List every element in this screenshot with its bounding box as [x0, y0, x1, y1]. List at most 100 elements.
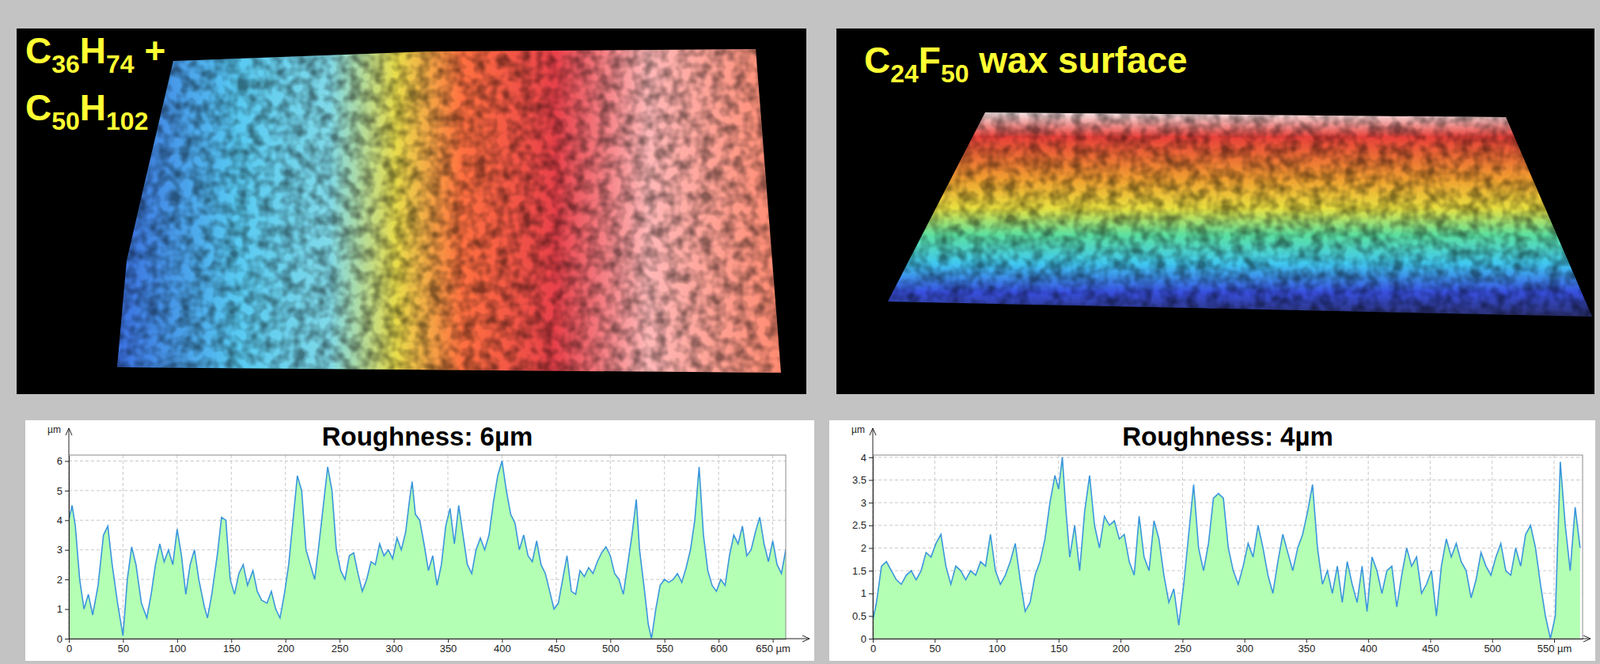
x-tick: 150 — [1050, 638, 1068, 655]
grid-line-y — [872, 502, 1583, 504]
x-tick-label: 650 µm — [755, 642, 791, 655]
x-tick: 200 — [1112, 638, 1130, 655]
y-tick: 0.5 — [852, 610, 873, 622]
subscript: 102 — [106, 106, 148, 136]
x-tick-label: 400 — [493, 642, 512, 655]
background — [0, 0, 1600, 664]
y-tick-mark — [868, 593, 873, 595]
surface-render — [887, 112, 1593, 317]
y-tick-label: 1 — [56, 602, 63, 615]
x-axis: 050100150200250300350400450500550 µm — [870, 638, 1584, 655]
grid-line-y — [872, 524, 1583, 526]
x-tick-label: 300 — [1236, 642, 1254, 655]
x-tick: 400 — [493, 638, 512, 655]
x-tick: 400 — [1360, 638, 1378, 655]
y-axis-line — [68, 455, 70, 640]
x-tick-label: 550 — [655, 642, 674, 655]
x-tick: 200 — [276, 638, 295, 655]
profile-area — [872, 457, 1581, 639]
x-tick: 300 — [385, 638, 403, 655]
grid-line-y — [872, 456, 1583, 458]
x-tick: 50 — [929, 638, 941, 655]
x-tick-label: 200 — [1112, 642, 1130, 655]
subscript: 24 — [890, 59, 919, 88]
text-run: C — [25, 30, 52, 72]
plot-data — [68, 460, 786, 639]
y-tick-label: 4 — [56, 514, 63, 527]
y-tick-mark — [868, 525, 873, 527]
chart-background — [829, 420, 1596, 661]
grid-line-x — [1553, 454, 1555, 639]
x-tick: 250 — [331, 638, 349, 655]
text-run: F — [918, 39, 941, 81]
x-tick: 450 — [1421, 638, 1440, 655]
y-axis: 0 1 2 3 4 5 6 — [56, 454, 70, 645]
y-tick: 5 — [56, 485, 69, 497]
y-axis-label: µm — [851, 424, 865, 436]
plot-data — [872, 457, 1581, 639]
chart-panel: 050100150200250300350400450500550 µm00.5… — [829, 420, 1596, 661]
x-axis-arrowhead — [802, 635, 810, 642]
y-tick-label: 0 — [56, 633, 63, 645]
y-tick-label: 3 — [860, 496, 867, 509]
y-tick: 3 — [56, 543, 69, 556]
grid-line-y — [68, 519, 786, 521]
x-tick: 0 — [870, 638, 876, 655]
grid-line-y — [68, 489, 786, 491]
surface-texture — [887, 112, 1593, 317]
grid — [68, 454, 786, 639]
y-tick-label: 2.5 — [852, 519, 867, 531]
y-axis-arrow — [872, 428, 874, 455]
y-tick-mark — [64, 609, 69, 611]
x-tick-label: 350 — [1298, 642, 1316, 655]
x-tick-label: 150 — [223, 642, 241, 655]
x-axis-line — [69, 638, 787, 640]
y-tick-label: 1.5 — [852, 564, 867, 577]
x-tick-label: 0 — [66, 642, 73, 655]
y-axis-label: µm — [47, 424, 61, 436]
y-tick: 1 — [56, 602, 69, 615]
plot-frame — [872, 454, 1583, 639]
chart-background — [25, 420, 815, 661]
text-run: H — [79, 87, 107, 129]
x-tick: 50 — [117, 638, 129, 655]
chart-panel: 050100150200250300350400450500550600650 … — [25, 420, 815, 661]
y-tick-label: 5 — [56, 485, 63, 497]
surface-panel: C36H74 +C50H102 — [16, 28, 807, 395]
chart-title: Roughness: 6µm — [322, 421, 534, 452]
x-axis: 050100150200250300350400450500550600650 … — [66, 638, 791, 655]
text-run: + — [134, 30, 167, 72]
x-tick: 350 — [1298, 638, 1316, 655]
y-tick-label: 1 — [860, 587, 867, 600]
x-tick: 500 — [602, 638, 620, 655]
x-tick-label: 500 — [1483, 642, 1502, 655]
y-tick: 2 — [860, 542, 873, 554]
subscript: 74 — [106, 49, 135, 79]
x-tick: 150 — [223, 638, 241, 655]
y-axis-arrow — [68, 428, 70, 455]
x-tick: 500 — [1483, 638, 1502, 655]
x-tick-label: 150 — [1050, 642, 1068, 655]
x-tick: 100 — [988, 638, 1006, 655]
profile-line — [68, 460, 786, 639]
figure: C36H74 +C50H102C24F50 wax surface0501001… — [0, 0, 1600, 664]
panel-label: C50H102 — [25, 87, 148, 136]
y-tick-label: 3 — [56, 543, 63, 556]
x-tick-label: 450 — [548, 642, 566, 655]
x-tick-label: 50 — [929, 642, 941, 655]
y-tick-label: 2 — [56, 573, 63, 586]
x-axis-line — [873, 638, 1584, 640]
y-tick-mark — [64, 579, 69, 581]
y-tick-mark — [868, 638, 873, 640]
x-axis-arrowhead — [1583, 635, 1591, 642]
x-tick: 0 — [66, 638, 73, 655]
y-tick-mark — [868, 615, 873, 617]
y-tick: 6 — [56, 454, 69, 467]
x-axis-arrow — [785, 638, 810, 640]
subscript: 50 — [51, 106, 80, 136]
grid-line-y — [872, 479, 1583, 481]
y-tick: 4 — [56, 514, 69, 527]
y-axis: 00.511.522.533.54 — [852, 451, 874, 645]
y-tick: 2 — [56, 573, 69, 586]
panel-label: C36H74 + — [25, 30, 166, 79]
